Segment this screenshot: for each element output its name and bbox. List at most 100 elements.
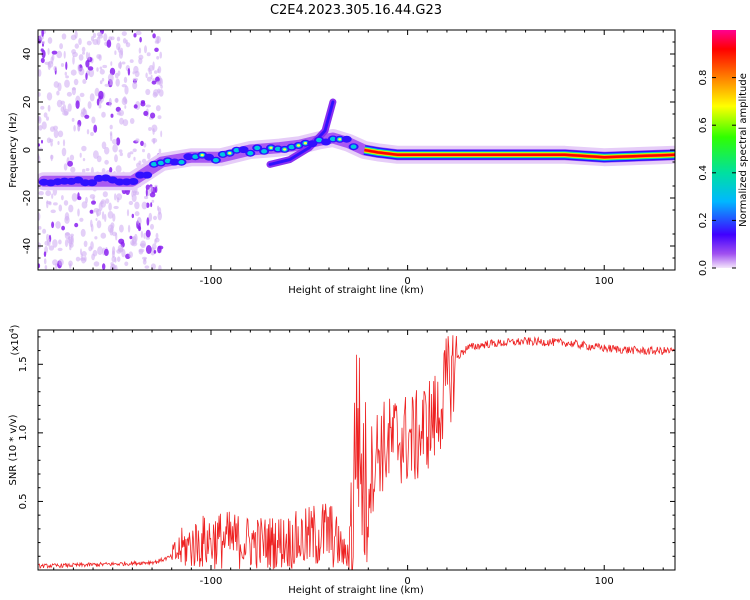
noise-speckle [101, 141, 107, 150]
noise-speckle [124, 261, 129, 267]
noise-speckle [99, 66, 103, 70]
noise-speckle [96, 32, 103, 37]
noise-speckle [138, 222, 141, 230]
noise-speckle [106, 39, 112, 48]
noise-speckle [46, 116, 49, 121]
noise-speckle [82, 168, 86, 174]
noise-speckle [154, 40, 159, 44]
snr-series-line [38, 335, 675, 570]
noise-speckle [140, 230, 144, 238]
noise-speckle [152, 128, 155, 135]
noise-speckle [96, 67, 99, 72]
noise-speckle [144, 265, 150, 269]
colorbar-tick-label: 0.6 [698, 117, 709, 133]
noise-speckle [109, 67, 116, 76]
noise-speckle [84, 114, 90, 119]
noise-speckle [78, 54, 84, 61]
noise-speckle [129, 59, 134, 63]
noise-speckle [152, 33, 156, 39]
noise-speckle [119, 152, 124, 157]
noise-speckle [61, 195, 64, 201]
noise-speckle [53, 125, 58, 131]
noise-speckle [56, 90, 60, 96]
noise-speckle [96, 98, 100, 106]
noise-speckle [154, 70, 158, 74]
ridge-blob-core [178, 160, 185, 165]
noise-speckle [43, 251, 47, 257]
noise-speckle [38, 116, 42, 124]
noise-speckle [133, 65, 139, 74]
noise-speckle [117, 244, 124, 252]
noise-speckle [123, 96, 127, 103]
noise-speckle [79, 152, 82, 158]
noise-speckle [144, 45, 147, 54]
snr-ylabel: SNR (10 * v/v) [8, 414, 19, 485]
colorbar-label: Normalized spectral amplitude [738, 73, 749, 227]
noise-speckle [40, 57, 45, 64]
snr-ticks: -100 0 100 0.5 1.0 1.5 [18, 330, 675, 587]
y-tick-label: -20 [22, 190, 33, 206]
noise-speckle [102, 191, 108, 198]
noise-speckle [154, 186, 158, 193]
noise-speckle [104, 159, 109, 165]
noise-speckle [60, 63, 65, 67]
noise-speckle [40, 105, 45, 110]
noise-speckle [59, 43, 63, 50]
ridge-blob-core [316, 137, 323, 143]
noise-speckle [157, 115, 162, 120]
noise-speckle [98, 202, 103, 212]
noise-speckle [79, 92, 85, 98]
noise-speckle [47, 60, 54, 68]
noise-speckle [85, 51, 89, 60]
noise-speckle [88, 68, 95, 78]
x-tick-label: -100 [200, 576, 223, 587]
noise-speckle [133, 156, 136, 161]
noise-speckle [139, 36, 142, 43]
noise-speckle [70, 233, 74, 237]
noise-speckle [116, 36, 121, 42]
ridge-blob-core [261, 149, 268, 154]
noise-speckle [45, 190, 52, 197]
noise-speckle [90, 241, 94, 250]
noise-speckle [98, 54, 102, 61]
noise-speckle [81, 201, 88, 209]
noise-speckle [96, 220, 102, 229]
y-tick-label: 0.5 [18, 493, 29, 509]
noise-speckle [129, 118, 135, 124]
noise-speckle [110, 113, 114, 118]
noise-speckle [154, 47, 159, 52]
x-tick-label: -100 [200, 276, 223, 287]
noise-speckle [77, 208, 80, 217]
noise-speckle [71, 49, 76, 55]
noise-speckle [71, 193, 78, 202]
noise-speckle [46, 238, 51, 247]
ridge-blob-peak [228, 152, 232, 155]
noise-speckle [145, 104, 151, 108]
noise-speckle [104, 213, 107, 223]
noise-speckle [114, 154, 118, 163]
ridge-blob-core [151, 162, 157, 167]
noise-speckle [89, 209, 94, 214]
noise-speckle [61, 225, 65, 231]
x-tick-label: 100 [595, 276, 614, 287]
noise-speckle [84, 256, 87, 262]
noise-speckle [101, 77, 105, 82]
noise-speckle [133, 104, 138, 109]
noise-speckle [122, 119, 129, 127]
noise-speckle [160, 84, 163, 89]
y-tick-label: 1.0 [18, 425, 29, 441]
noise-speckle [91, 35, 94, 42]
noise-speckle [130, 240, 135, 246]
noise-speckle [52, 259, 58, 266]
noise-speckle [108, 202, 112, 211]
noise-speckle [53, 65, 57, 72]
noise-speckle [145, 188, 148, 197]
noise-speckle [159, 51, 162, 59]
noise-speckle [38, 191, 44, 196]
noise-speckle [150, 202, 153, 208]
noise-speckle [141, 201, 148, 210]
noise-speckle [150, 223, 154, 230]
noise-speckle [147, 152, 151, 160]
ridge-blob [128, 178, 139, 185]
